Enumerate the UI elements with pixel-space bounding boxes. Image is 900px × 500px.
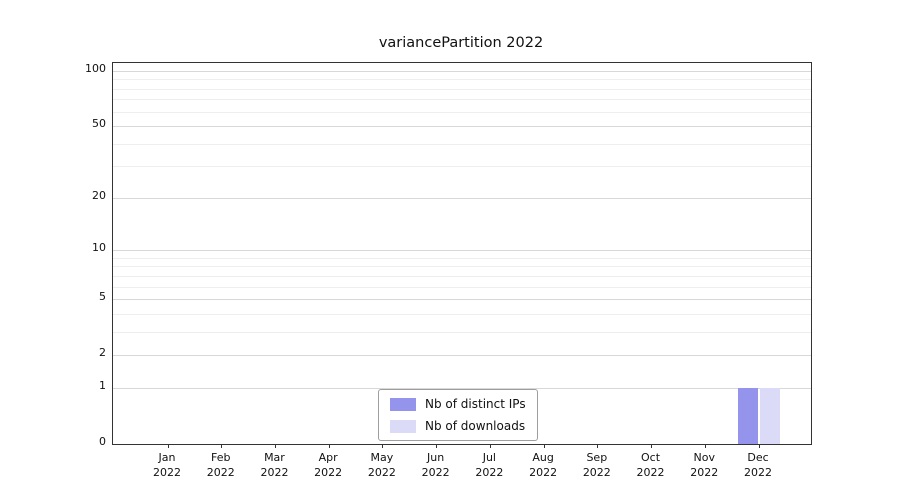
- x-tick-label: Mar 2022: [242, 450, 306, 480]
- x-tick-line: 2022: [314, 466, 343, 479]
- gridline-minor: [113, 111, 811, 113]
- gridline-minor: [113, 99, 811, 101]
- x-tick-line: Sep: [586, 451, 608, 464]
- gridline-minor: [113, 331, 811, 333]
- x-tick-mark: [489, 444, 491, 448]
- y-tick-label: 50: [92, 117, 106, 131]
- x-tick-label: Sep 2022: [565, 450, 629, 480]
- x-tick-line: Mar: [264, 451, 285, 464]
- x-tick-label: Jan 2022: [135, 450, 199, 480]
- x-tick-mark: [167, 444, 169, 448]
- x-tick-line: 2022: [260, 466, 289, 479]
- x-tick-line: Jul: [482, 451, 496, 464]
- gridline-major: [113, 387, 811, 389]
- x-tick-line: 2022: [582, 466, 611, 479]
- y-tick-label: 100: [85, 62, 106, 75]
- x-tick-line: Jun: [427, 451, 445, 464]
- x-tick-label: Jul 2022: [457, 450, 521, 480]
- x-tick-line: 2022: [529, 466, 558, 479]
- legend-entry: Nb of distinct IPs: [390, 397, 526, 411]
- x-tick-line: Feb: [210, 451, 231, 464]
- gridline-major: [113, 126, 811, 128]
- x-tick-mark: [543, 444, 545, 448]
- y-tick-label: 0: [99, 435, 106, 448]
- x-tick-mark: [436, 444, 438, 448]
- x-tick-label: Dec 2022: [726, 450, 790, 480]
- gridline-minor: [113, 313, 811, 315]
- x-tick-label: Nov 2022: [672, 450, 736, 480]
- x-tick-label: Jun 2022: [404, 450, 468, 480]
- x-tick-label: May 2022: [350, 450, 414, 480]
- legend-swatch: [390, 397, 416, 411]
- legend: Nb of distinct IPs Nb of downloads: [378, 389, 538, 441]
- x-tick-line: 2022: [636, 466, 665, 479]
- x-tick-mark: [651, 444, 653, 448]
- x-tick-line: Oct: [641, 451, 661, 464]
- y-tick-label: 1: [99, 378, 106, 392]
- x-tick-mark: [704, 444, 706, 448]
- gridline-major: [113, 355, 811, 357]
- x-tick-line: Apr: [318, 451, 338, 464]
- gridline-major: [113, 299, 811, 301]
- gridline-minor: [113, 275, 811, 277]
- x-tick-line: 2022: [421, 466, 450, 479]
- x-tick-line: Nov: [693, 451, 715, 464]
- x-tick-line: Aug: [532, 451, 554, 464]
- gridline-minor: [113, 257, 811, 259]
- gridline-major: [113, 197, 811, 199]
- chart-title: variancePartition 2022: [378, 35, 544, 51]
- x-tick-mark: [382, 444, 384, 448]
- y-tick-label: 2: [99, 346, 106, 360]
- x-tick-mark: [328, 444, 330, 448]
- x-tick-mark: [597, 444, 599, 448]
- x-tick-line: 2022: [153, 466, 181, 479]
- y-tick-label: 10: [92, 241, 106, 255]
- gridline-major: [113, 71, 811, 72]
- legend-swatch: [390, 419, 416, 433]
- x-tick-line: 2022: [367, 466, 396, 479]
- gridline-minor: [113, 143, 811, 145]
- legend-label: Nb of downloads: [425, 419, 526, 433]
- x-tick-label: Feb 2022: [189, 450, 253, 480]
- bar-nb-of-distinct-ips: [738, 387, 758, 444]
- gridline-minor: [113, 286, 811, 288]
- x-tick-line: 2022: [744, 466, 772, 479]
- x-tick-label: Oct 2022: [619, 450, 683, 480]
- x-tick-label: Aug 2022: [511, 450, 575, 480]
- gridline-minor: [113, 88, 811, 90]
- x-tick-line: 2022: [206, 466, 235, 479]
- x-tick-line: Dec: [747, 451, 769, 464]
- x-tick-mark: [274, 444, 276, 448]
- y-tick-label: 5: [99, 290, 106, 304]
- legend-label: Nb of distinct IPs: [425, 397, 526, 411]
- x-tick-line: 2022: [690, 466, 719, 479]
- gridline-minor: [113, 79, 811, 81]
- x-tick-mark: [758, 444, 760, 448]
- x-tick-label: Apr 2022: [296, 450, 360, 480]
- gridline-minor: [113, 166, 811, 168]
- x-tick-line: 2022: [475, 466, 504, 479]
- bar-nb-of-downloads: [760, 387, 780, 444]
- gridline-minor: [113, 266, 811, 268]
- legend-entry: Nb of downloads: [390, 419, 526, 433]
- x-tick-mark: [221, 444, 223, 448]
- plot-area: [112, 62, 812, 448]
- x-tick-line: May: [370, 451, 394, 464]
- x-tick-line: Jan: [158, 451, 176, 464]
- gridline-major: [113, 250, 811, 252]
- y-tick-label: 20: [92, 188, 106, 202]
